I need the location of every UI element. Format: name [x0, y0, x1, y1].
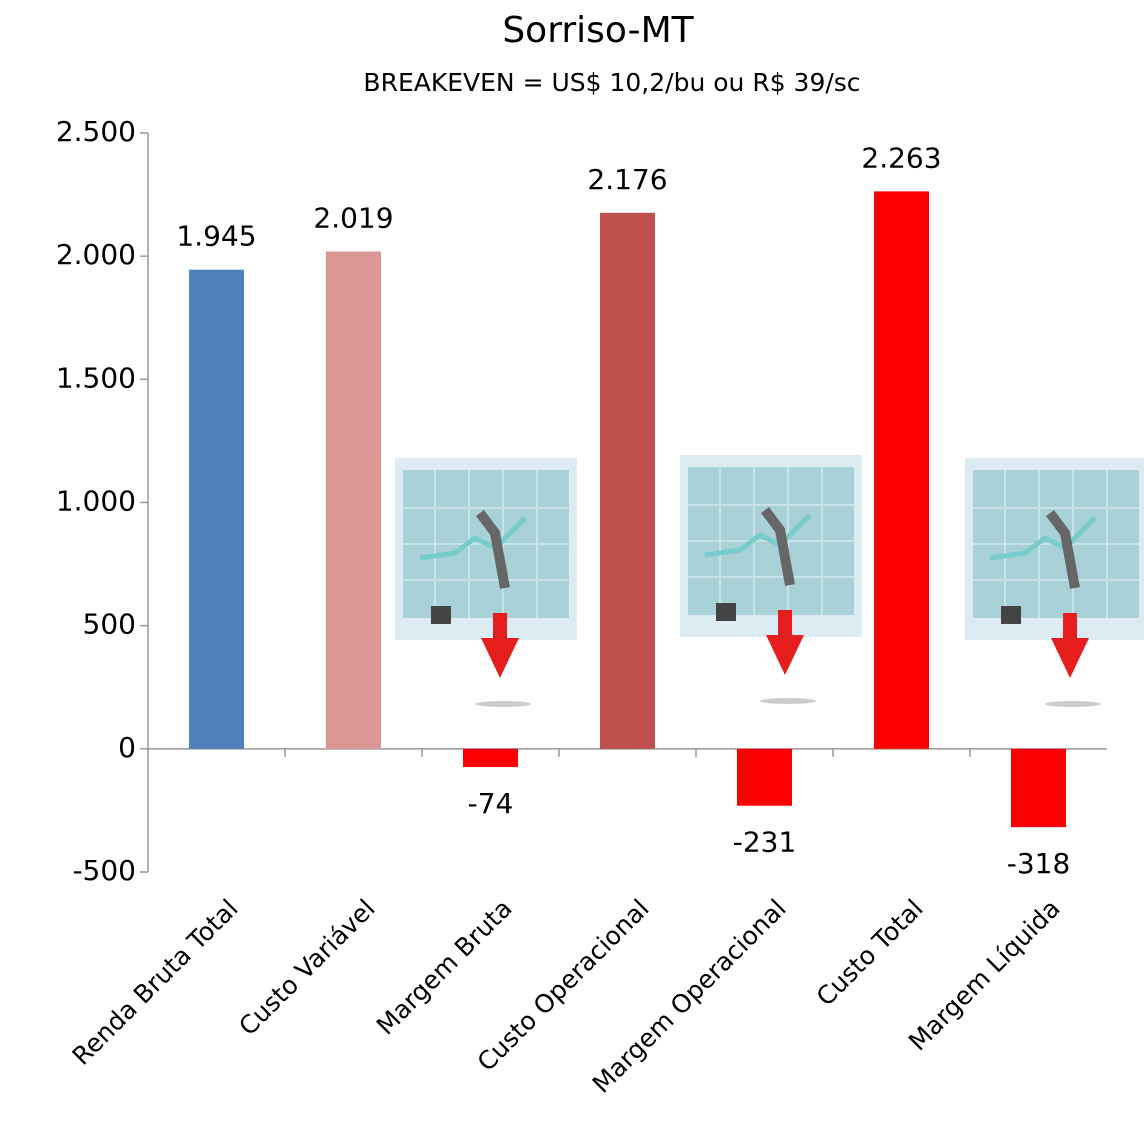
- value-label: 2.019: [313, 201, 393, 234]
- y-tick-label: 0: [118, 731, 136, 764]
- bar: [874, 191, 929, 749]
- y-tick-label: 500: [83, 608, 136, 641]
- x-tick-label: Renda Bruta Total: [67, 894, 244, 1071]
- y-tick-label: 2.500: [56, 115, 136, 148]
- value-label: 1.945: [176, 220, 256, 253]
- value-label: -318: [1007, 847, 1071, 880]
- y-tick-label: 2.000: [56, 238, 136, 271]
- y-tick-label: 1.000: [56, 485, 136, 518]
- bar: [1011, 748, 1066, 828]
- value-label: 2.176: [587, 163, 667, 196]
- value-label: -231: [733, 826, 797, 859]
- x-tick-label: Margem Líquida: [903, 894, 1066, 1057]
- chart-title: Sorriso-MT: [502, 10, 694, 51]
- value-label: 2.263: [861, 141, 941, 174]
- bar: [600, 212, 655, 749]
- x-tick-label: Custo Variável: [233, 894, 380, 1041]
- bar: [463, 748, 518, 768]
- y-tick-label: 1.500: [56, 361, 136, 394]
- bar: [737, 748, 792, 806]
- value-label: -74: [468, 787, 514, 820]
- x-tick-label: Margem Bruta: [371, 894, 518, 1041]
- x-tick-label: Custo Total: [811, 894, 929, 1012]
- chart-subtitle: BREAKEVEN = US$ 10,2/bu ou R$ 39/sc: [363, 68, 860, 97]
- bar: [326, 251, 381, 749]
- y-tick-label: -500: [72, 854, 136, 887]
- bar: [189, 269, 244, 749]
